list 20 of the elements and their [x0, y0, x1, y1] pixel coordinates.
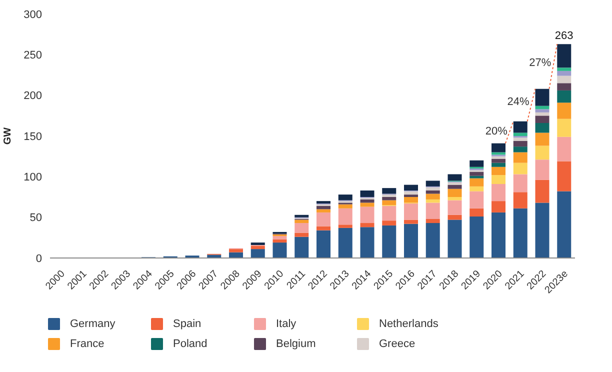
annotation: 24%: [507, 96, 530, 108]
legend-label: Spain: [173, 318, 202, 330]
y-tick-label: 300: [24, 8, 42, 21]
y-tick-label: 200: [24, 90, 42, 102]
y-tick-label: 50: [30, 212, 42, 224]
legend-label: Netherlands: [379, 318, 438, 330]
annotation: 20%: [485, 125, 508, 138]
legend-label: Germany: [70, 318, 116, 330]
legend-label: Italy: [276, 318, 296, 330]
legend-label: France: [70, 338, 104, 350]
legend-label: Belgium: [276, 338, 316, 350]
y-tick-label: 250: [24, 50, 42, 62]
total-label: 263: [554, 30, 574, 42]
y-tick-label: 100: [24, 172, 42, 184]
y-tick-label: 0: [36, 252, 42, 265]
legend-label: Greece: [379, 338, 416, 350]
y-axis-title: GW: [2, 126, 14, 145]
annotation: 27%: [529, 57, 552, 70]
y-tick-label: 150: [24, 130, 42, 143]
legend-label: Poland: [173, 338, 208, 350]
